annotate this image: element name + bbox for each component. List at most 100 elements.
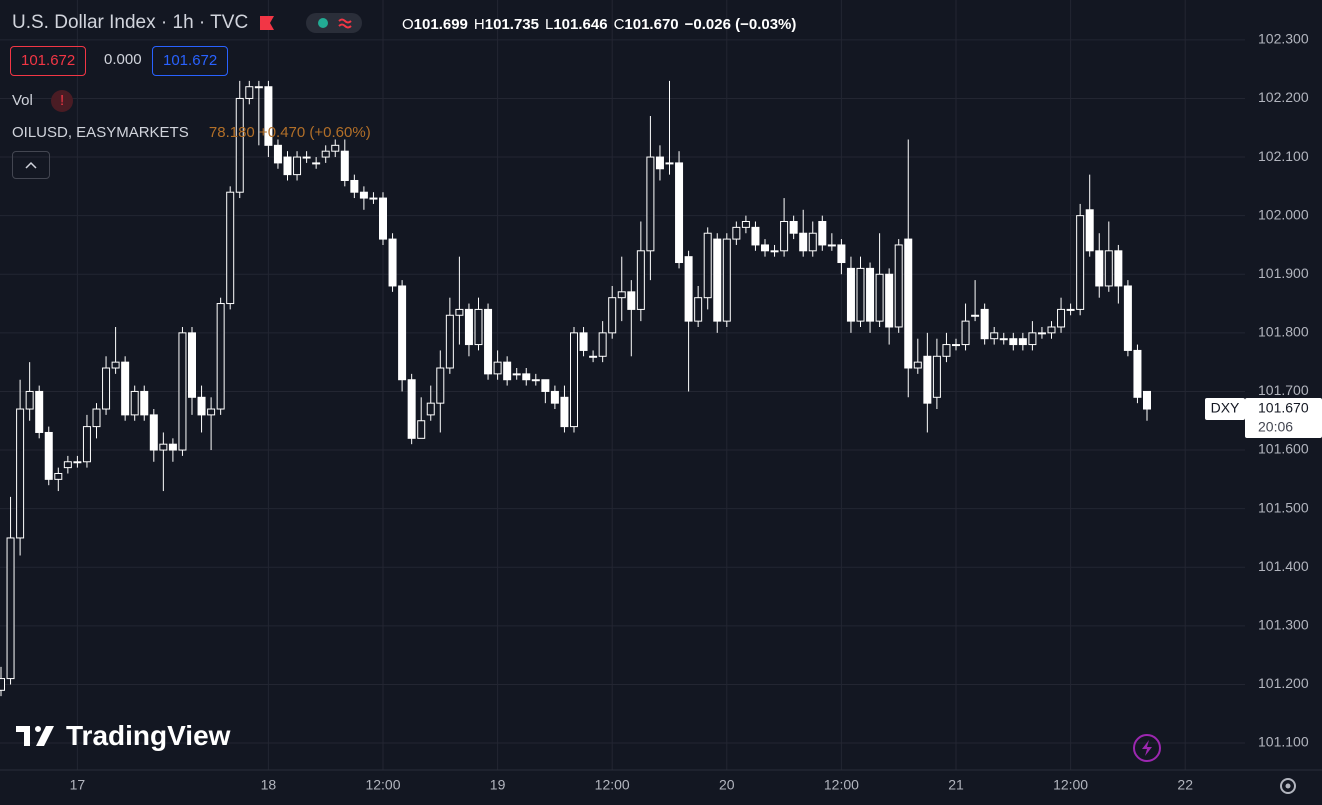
logo: TradingView [16, 720, 230, 752]
settings-icon[interactable] [1276, 774, 1300, 798]
candle-body [646, 156, 655, 252]
buy-price[interactable]: 101.672 [152, 46, 229, 76]
candle-body [741, 221, 750, 228]
y-tick-label: 101.100 [1258, 734, 1309, 750]
candle-body [417, 420, 426, 439]
candle-body [932, 355, 941, 398]
sell-price[interactable]: 101.672 [10, 46, 87, 76]
spread: 0.000 [104, 51, 142, 68]
candle-body [283, 156, 292, 176]
candle-body [63, 461, 72, 469]
y-tick-label: 101.400 [1258, 558, 1309, 574]
candle-body [684, 256, 693, 322]
candles [0, 80, 1151, 697]
candle-body [140, 390, 149, 416]
ohlc-value: 101.646 [553, 16, 608, 33]
candle-body [1028, 332, 1037, 346]
ohlc-item: C101.670 [614, 16, 679, 33]
candle-body [942, 344, 951, 357]
symbol-title[interactable]: U.S. Dollar Index · 1h · TVC [12, 12, 249, 33]
candle-body [369, 197, 378, 200]
candle-body [827, 244, 836, 247]
candle-body [111, 361, 120, 369]
y-tick-label: 101.600 [1258, 441, 1309, 457]
flag-icon [260, 16, 275, 30]
candle-body [16, 408, 25, 539]
compare-values: 78.180 +0.470 (+0.60%) [208, 124, 371, 141]
y-tick-label: 101.200 [1258, 675, 1309, 691]
candle-body [235, 97, 244, 193]
vol-warning[interactable]: ! [51, 90, 74, 112]
x-tick-label: 18 [261, 777, 277, 793]
ohlc-values: O101.699 H101.735 L101.646 C101.670 −0.026 (… [402, 16, 802, 33]
x-tick-label: 20 [719, 777, 735, 793]
candle-body [522, 373, 531, 381]
collapse-button[interactable] [12, 151, 50, 179]
compare-row: OILUSD, EASYMARKETS 78.180 +0.470 (+0.60… [12, 124, 371, 141]
candle-body [1009, 338, 1018, 346]
ohlc-item: O101.699 [402, 16, 468, 33]
ohlc-value: 101.670 [624, 16, 679, 33]
ohlc-change: −0.026 (−0.03%) [684, 16, 797, 33]
y-tick-label: 102.300 [1258, 31, 1309, 47]
ohlc-label: O [402, 16, 414, 33]
alert-icon[interactable] [1132, 733, 1162, 763]
y-tick-label: 101.500 [1258, 499, 1309, 515]
candle-body [512, 373, 521, 376]
candle-body [1095, 250, 1104, 287]
candle-body [331, 144, 340, 152]
y-tick-label: 101.300 [1258, 617, 1309, 633]
candle-body [149, 414, 158, 451]
last-price-value: 101.670 [1258, 400, 1309, 416]
candle-body [493, 361, 502, 375]
candle-body [379, 197, 387, 240]
candle-body [503, 361, 512, 381]
candle-body [875, 273, 884, 322]
candle-body [398, 285, 407, 381]
candle-body [1047, 326, 1056, 334]
candle-body [407, 379, 416, 439]
candle-body [302, 156, 311, 159]
candle-body [999, 338, 1008, 341]
candle-body [264, 86, 273, 146]
candle-body [1018, 338, 1027, 346]
candle-body [799, 232, 808, 252]
candle-body [216, 303, 225, 410]
y-tick-label: 102.100 [1258, 148, 1309, 164]
header: U.S. Dollar Index · 1h · TVC [12, 12, 363, 34]
ohlc-item: L101.646 [545, 16, 608, 33]
candle-body [894, 244, 903, 328]
status-badge[interactable] [306, 13, 363, 33]
candle-body [665, 162, 674, 165]
candle-body [35, 390, 44, 433]
candle-body [675, 162, 684, 264]
logo-text: TradingView [66, 720, 231, 751]
candle-body [350, 179, 359, 193]
compare-name: OILUSD, EASYMARKETS [12, 124, 189, 141]
candle-body [952, 344, 960, 347]
candle-body [273, 144, 282, 164]
candle-body [761, 244, 769, 252]
logo-mark [16, 726, 54, 746]
candle-body [207, 408, 216, 416]
candle-body [102, 367, 111, 410]
candle-body [254, 86, 263, 89]
chevron-up [25, 161, 37, 169]
candle-body [82, 426, 91, 463]
candle-body [1037, 332, 1046, 335]
candle-body [1143, 390, 1151, 410]
candle-body [1123, 285, 1132, 351]
candle-body [44, 431, 53, 480]
delay-icon [338, 18, 352, 29]
candle-body [713, 238, 722, 322]
candle-body [655, 156, 664, 170]
x-tick-label: 19 [490, 777, 506, 793]
candle-body [1057, 308, 1066, 328]
candle-body [1085, 209, 1094, 252]
candle-body [980, 308, 989, 340]
x-tick-label: 21 [948, 777, 964, 793]
candle-body [570, 332, 578, 428]
candle-body [188, 332, 196, 398]
ohlc-value: 101.699 [413, 16, 468, 33]
candle-body [426, 402, 435, 416]
